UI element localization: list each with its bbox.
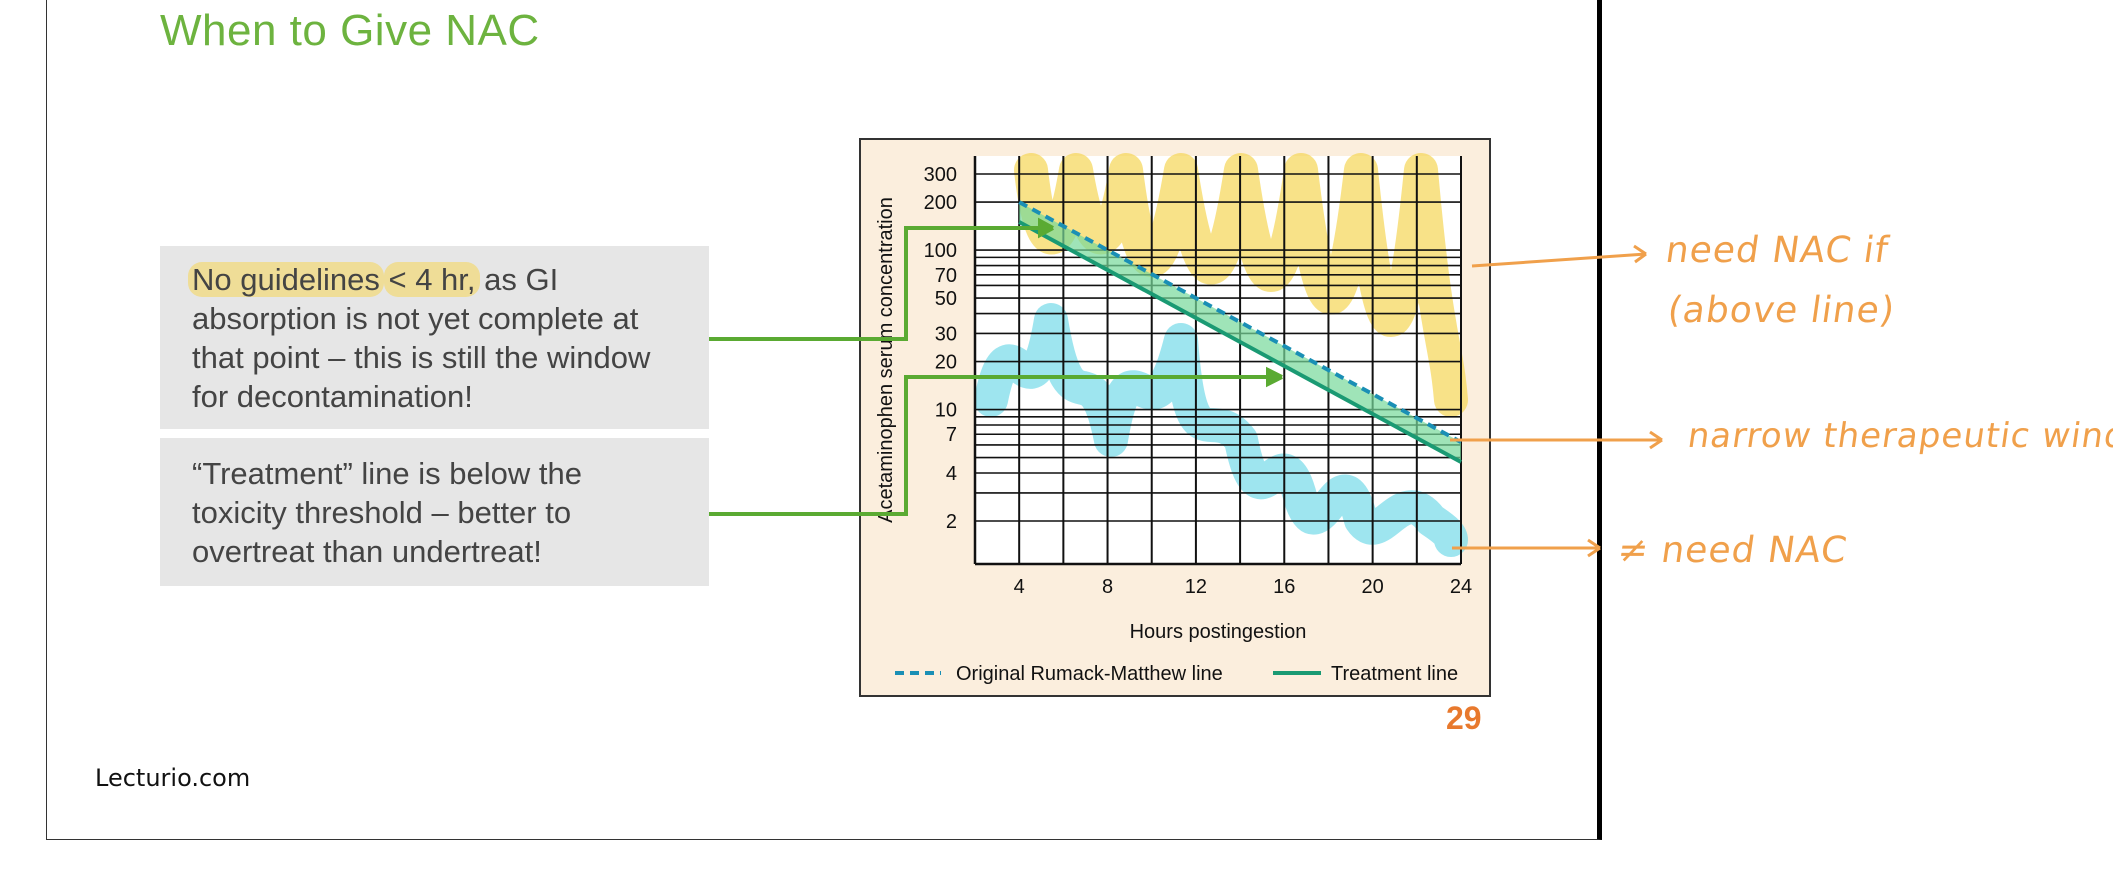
x-tick-label: 16 — [1273, 576, 1295, 598]
guideline-text-box: No guidelines < 4 hr, as GI absorption i… — [160, 246, 709, 429]
y-tick-label: 30 — [935, 323, 957, 345]
y-tick-label: 7 — [946, 424, 957, 446]
box-text: “Treatment” line is below the toxicity t… — [192, 456, 582, 569]
page-number: 29 — [1446, 700, 1482, 736]
x-tick-label: 8 — [1102, 576, 1113, 598]
y-tick-label: 300 — [924, 164, 957, 186]
treatment-line — [1018, 220, 1462, 464]
footer-brand: Lecturio.com — [95, 764, 251, 792]
x-tick-label: 4 — [1014, 576, 1025, 598]
handwritten-note-narrow-window: narrow therapeutic window — [1685, 416, 2113, 456]
legend-label-rumack: Original Rumack-Matthew line — [956, 663, 1223, 685]
y-tick-label: 70 — [935, 265, 957, 287]
x-axis-label: Hours postingestion — [1130, 621, 1307, 643]
x-tick-label: 24 — [1450, 576, 1472, 598]
x-tick-label: 12 — [1185, 576, 1207, 598]
highlighted-text: < 4 hr, — [384, 262, 480, 297]
y-tick-label: 20 — [935, 352, 957, 374]
nomogram-chart: 4 8 12 16 20 24 2 4 7 10 20 30 50 70 100 200 300 Hours p… — [859, 138, 1491, 697]
therapeutic-window-band — [1019, 202, 1461, 462]
handwritten-note-no-nac: ≠ need NAC — [1615, 530, 1850, 571]
handwritten-note-need-nac: need NAC if — [1663, 230, 1892, 271]
y-tick-label: 100 — [924, 240, 957, 262]
slide-title: When to Give NAC — [160, 6, 540, 55]
treatment-text-box: “Treatment” line is below the toxicity t… — [160, 438, 709, 586]
y-tick-label: 50 — [935, 288, 957, 310]
y-tick-label: 200 — [924, 192, 957, 214]
rumack-matthew-line — [1018, 200, 1462, 444]
handwritten-note-above-line: (above line) — [1665, 290, 1898, 331]
box-text: as GI absorption is not yet complete at … — [192, 262, 651, 414]
y-tick-label: 2 — [946, 511, 957, 533]
y-axis-label: Acetaminophen serum concentration — [875, 197, 897, 523]
yellow-highlight-scribble — [1014, 153, 1468, 417]
y-tick-label: 10 — [935, 400, 957, 422]
x-tick-label: 20 — [1362, 576, 1384, 598]
legend-label-treatment: Treatment line — [1331, 663, 1458, 685]
legend: Original Rumack-Matthew line Treatment l… — [895, 663, 1458, 685]
y-tick-label: 4 — [946, 463, 957, 485]
highlighted-text: No guidelines — [188, 262, 384, 297]
